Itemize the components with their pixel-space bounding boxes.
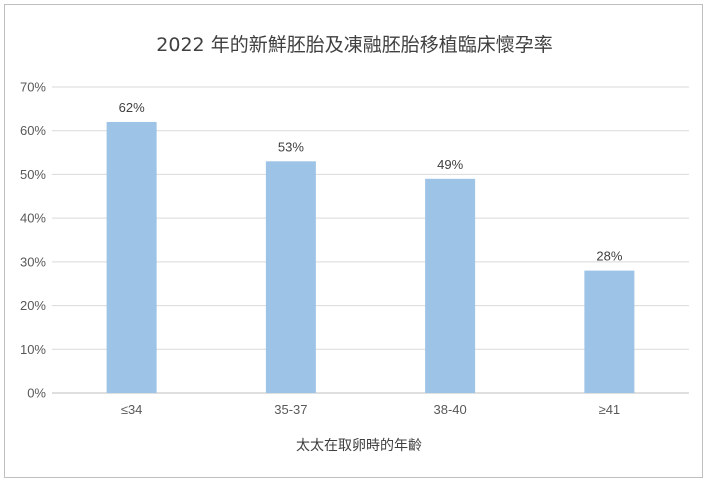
bars (106, 121, 635, 393)
chart-title: 2022 年的新鮮胚胎及凍融胚胎移植臨床懷孕率 (156, 34, 553, 56)
x-axis-ticks: ≤34 35-37 38-40 ≥41 (121, 402, 620, 417)
y-tick-label: 20% (20, 298, 46, 313)
bar (106, 121, 157, 393)
x-tick-label: ≥41 (599, 402, 621, 417)
x-tick-label: 35-37 (274, 402, 307, 417)
y-tick-label: 60% (20, 123, 46, 138)
data-label: 49% (437, 157, 463, 172)
data-labels: 62% 53% 49% 28% (119, 100, 623, 264)
x-tick-label: ≤34 (121, 402, 143, 417)
bar (265, 161, 316, 393)
x-axis-title: 太太在取卵時的年齡 (296, 438, 422, 454)
data-label: 62% (119, 100, 145, 115)
y-tick-label: 10% (20, 342, 46, 357)
x-tick-label: 38-40 (434, 402, 467, 417)
data-label: 53% (278, 139, 304, 154)
y-tick-label: 30% (20, 254, 46, 269)
y-tick-label: 40% (20, 211, 46, 226)
gridlines (52, 86, 689, 394)
bar (425, 178, 476, 393)
bar (584, 270, 635, 393)
y-tick-label: 70% (20, 80, 46, 95)
y-axis-ticks: 0% 10% 20% 30% 40% 50% 60% 70% (20, 80, 46, 401)
y-tick-label: 50% (20, 167, 46, 182)
y-tick-label: 0% (27, 386, 46, 401)
data-label: 28% (596, 249, 622, 264)
